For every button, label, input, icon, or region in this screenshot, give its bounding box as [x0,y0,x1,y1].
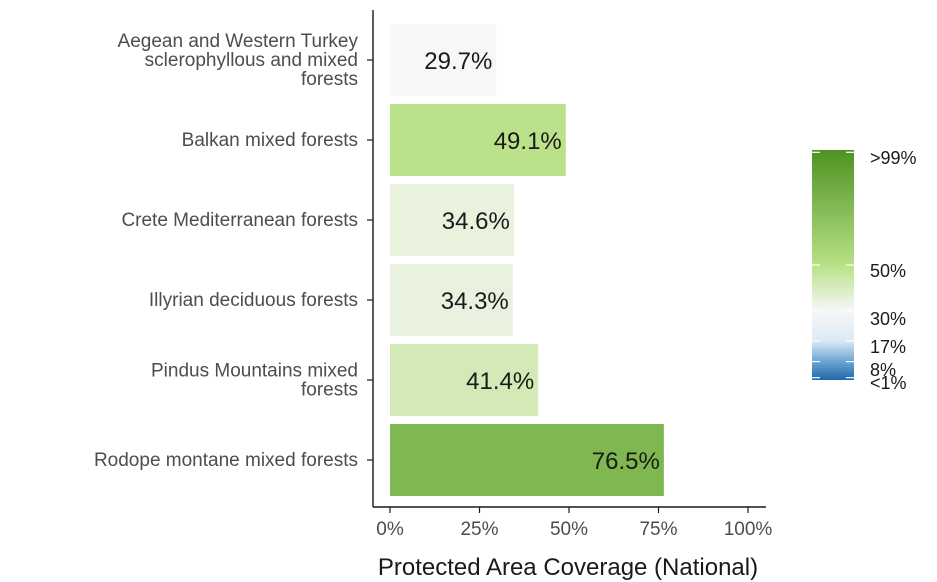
x-tick-label: 0% [376,519,404,540]
bar [390,184,514,256]
y-axis-ticks [367,59,373,461]
bar [390,24,497,96]
data-label: 76.5% [592,448,660,475]
data-label: 34.3% [441,288,509,315]
colorbar-label: 8% [870,360,896,380]
x-axis-ticks: 0% 25% 50% 75% 100% [376,507,772,540]
colorbar-label: >99% [870,148,917,168]
category-label: Pindus Mountains mixed forests [151,361,358,401]
colorbar-label: 50% [870,261,906,281]
colorbar-legend: <1%8% 17% 30% 50% >99% [812,148,917,393]
bars-group: 29.7% 49.1% 34.6% 34.3% 41.4% 76.5% [390,24,664,496]
x-tick-label: 25% [460,519,498,540]
data-label: 29.7% [424,48,492,75]
data-label: 49.1% [494,128,562,155]
category-label: Aegean and Western Turkey sclerophyllous … [118,31,359,90]
colorbar-label: 30% [870,309,906,329]
category-label: Balkan mixed forests [182,130,358,151]
category-label: Illyrian deciduous forests [149,290,358,311]
bar [390,344,539,416]
bar [390,264,513,336]
colorbar-label: <1% [870,373,907,393]
bar [390,104,566,176]
colorbar-label: 17% [870,337,906,357]
x-axis-title: Protected Area Coverage (National) [378,554,758,581]
category-label: Crete Mediterranean forests [121,210,358,231]
x-tick-label: 75% [639,519,677,540]
x-tick-label: 100% [724,519,773,540]
category-label: Rodope montane mixed forests [94,450,358,471]
category-labels: Aegean and Western Turkey sclerophyllous … [94,31,359,471]
x-tick-label: 50% [550,519,588,540]
data-label: 41.4% [466,368,534,395]
data-label: 34.6% [442,208,510,235]
bar [390,424,664,496]
